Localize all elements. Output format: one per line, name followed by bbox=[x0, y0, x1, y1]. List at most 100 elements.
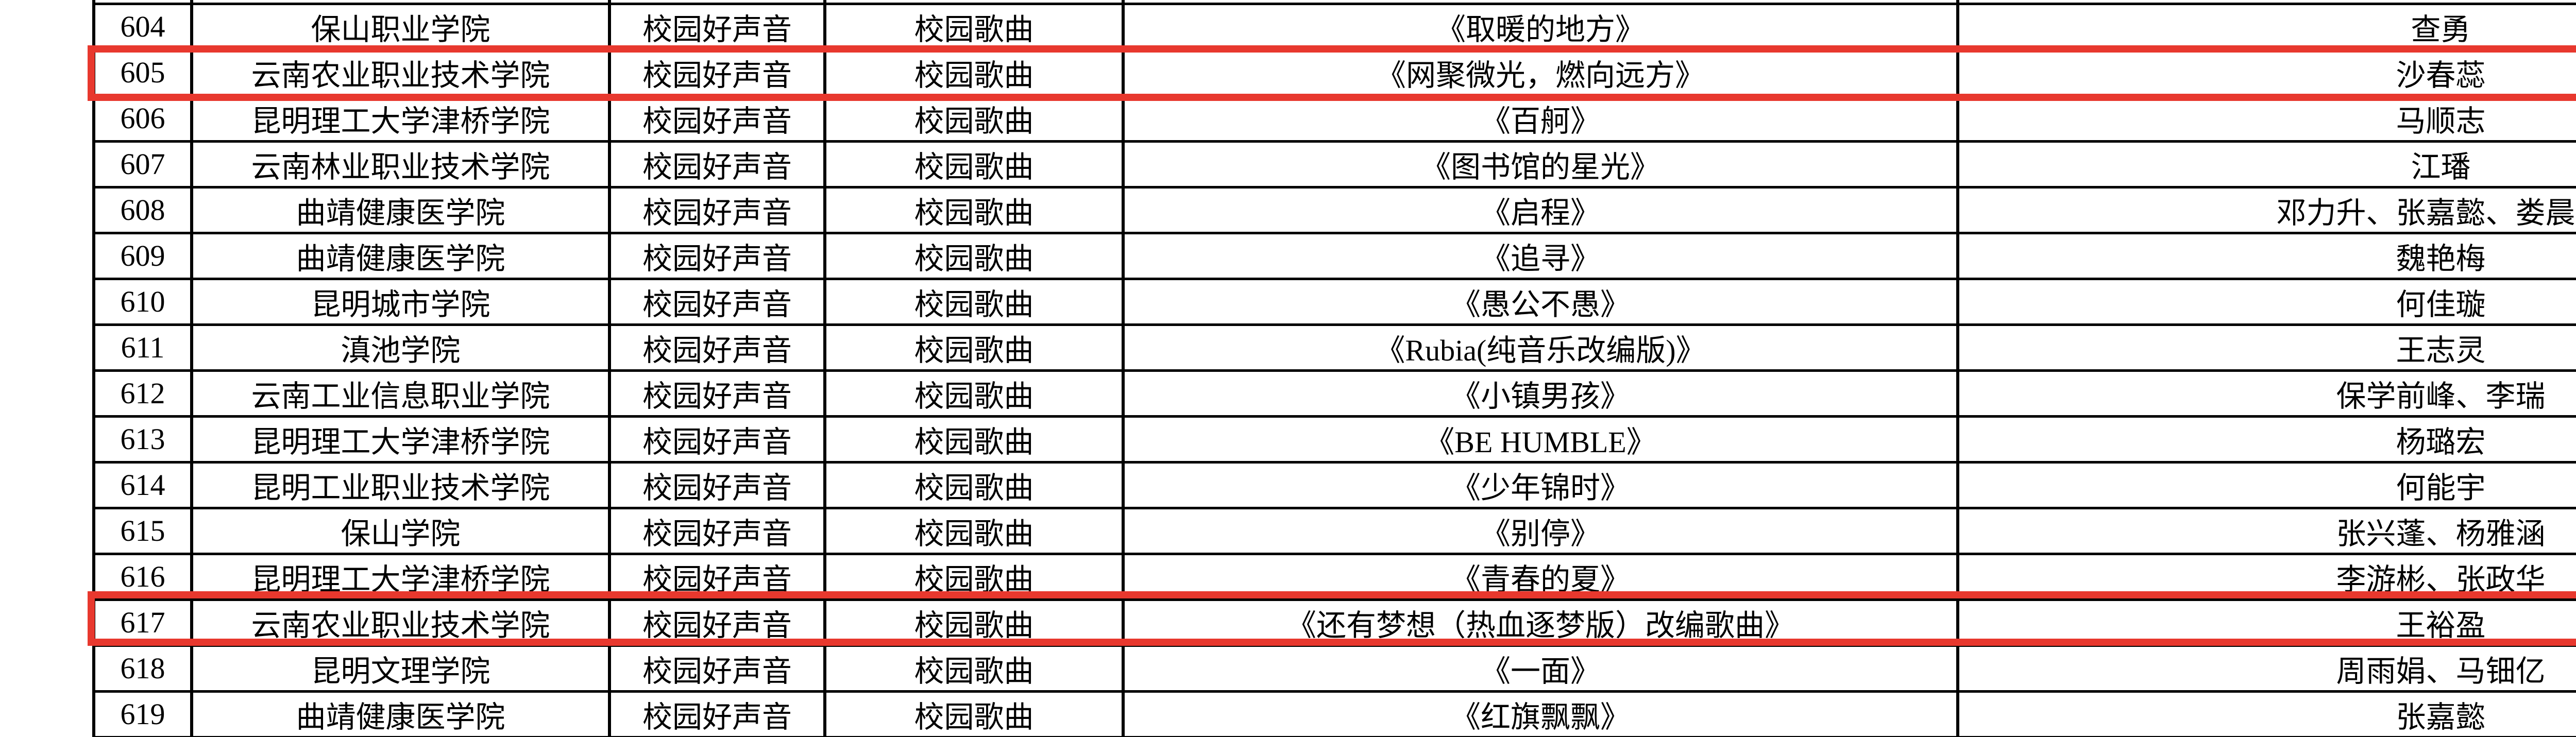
cell-no: 608 bbox=[95, 188, 193, 234]
cell-school: 曲靖健康医学院 bbox=[193, 692, 611, 737]
cell-category: 校园好声音 bbox=[611, 646, 826, 693]
cell-school: 保山职业学院 bbox=[193, 5, 611, 51]
cell-genre bbox=[826, 0, 1125, 5]
cell-category: 校园好声音 bbox=[611, 325, 826, 372]
cell-genre: 校园歌曲 bbox=[826, 509, 1125, 555]
cell-authors: 李游彬、张政华 bbox=[1959, 555, 2576, 601]
cell-category: 校园好声音 bbox=[611, 280, 826, 326]
cell-authors: 杨璐宏 bbox=[1959, 418, 2576, 464]
cell-genre: 校园歌曲 bbox=[826, 50, 1125, 97]
cell-category: 校园好声音 bbox=[611, 692, 826, 737]
cell-authors: 周雨娟、马钿亿 bbox=[1959, 647, 2576, 693]
cell-school: 曲靖健康医学院 bbox=[193, 234, 611, 280]
cell-title: 《百舸》 bbox=[1125, 96, 1959, 143]
cell-genre: 校园歌曲 bbox=[826, 234, 1125, 280]
cell-genre: 校园歌曲 bbox=[826, 601, 1125, 647]
cell-school: 云南农业职业技术学院 bbox=[193, 601, 611, 647]
cell-school: 昆明理工大学津桥学院 bbox=[193, 417, 611, 464]
cell-category: 校园好声音 bbox=[611, 371, 826, 418]
cell-no: 618 bbox=[95, 646, 193, 693]
cell-school: 云南工业信息职业学院 bbox=[193, 371, 611, 418]
cell-category: 校园好声音 bbox=[611, 5, 826, 51]
cell-title: 《取暖的地方》 bbox=[1125, 5, 1959, 51]
cell-no: 616 bbox=[95, 555, 193, 601]
cell-no bbox=[95, 0, 193, 5]
cell-no: 617 bbox=[95, 601, 193, 647]
cell-school: 保山学院 bbox=[193, 509, 611, 555]
cell-category: 校园好声音 bbox=[611, 96, 826, 143]
cell-genre: 校园歌曲 bbox=[826, 325, 1125, 372]
results-table-body: 604保山职业学院校园好声音校园歌曲《取暖的地方》查勇茶艳娟三等奖605云南农业… bbox=[95, 0, 2576, 737]
cell-genre: 校园歌曲 bbox=[826, 555, 1125, 601]
cell-title: 《还有梦想（热血逐梦版）改编歌曲》 bbox=[1125, 601, 1959, 647]
cell-no: 619 bbox=[95, 692, 193, 737]
cell-authors bbox=[1959, 0, 2576, 5]
cell-authors: 王裕盈 bbox=[1959, 601, 2576, 647]
cell-category: 校园好声音 bbox=[611, 234, 826, 280]
cell-genre: 校园歌曲 bbox=[826, 646, 1125, 693]
table-row: 617 云南农业职业技术学院 校园好声音 校园歌曲 《还有梦想（热血逐梦版）改编歌曲》王… bbox=[95, 601, 2576, 647]
cell-genre: 校园歌曲 bbox=[826, 188, 1125, 234]
cell-genre: 校园歌曲 bbox=[826, 463, 1125, 509]
cell-authors: 沙春蕊 bbox=[1959, 51, 2576, 97]
cell-category: 校园好声音 bbox=[611, 142, 826, 188]
cell-title: 《少年锦时》 bbox=[1125, 463, 1959, 509]
cell-authors: 何能宇 bbox=[1959, 464, 2576, 509]
cell-title: 《追寻》 bbox=[1125, 234, 1959, 280]
cell-authors: 张兴蓬、杨雅涵 bbox=[1959, 509, 2576, 555]
cell-category: 校园好声音 bbox=[611, 509, 826, 555]
cell-authors: 马顺志 bbox=[1959, 97, 2576, 143]
cell-no: 609 bbox=[95, 234, 193, 280]
cell-category: 校园好声音 bbox=[611, 601, 826, 647]
cell-no: 610 bbox=[95, 280, 193, 326]
cell-title: 《BE HUMBLE》 bbox=[1125, 417, 1959, 464]
cell-genre: 校园歌曲 bbox=[826, 96, 1125, 143]
cell-school: 昆明城市学院 bbox=[193, 280, 611, 326]
cell-no: 612 bbox=[95, 371, 193, 418]
cell-title: 《图书馆的星光》 bbox=[1125, 142, 1959, 188]
table-row: 605云南农业职业技术学院校园好声音校园歌曲《网聚微光，燃向远方》沙春蕊张新育三… bbox=[95, 50, 2576, 97]
cell-authors: 张嘉懿 bbox=[1959, 693, 2576, 737]
cell-school: 曲靖健康医学院 bbox=[193, 188, 611, 234]
cell-no: 614 bbox=[95, 463, 193, 509]
cell-no: 615 bbox=[95, 509, 193, 555]
cell-category: 校园好声音 bbox=[611, 50, 826, 97]
cell-category: 校园好声音 bbox=[611, 463, 826, 509]
cell-title: 《一面》 bbox=[1125, 646, 1959, 693]
cell-no: 606 bbox=[95, 96, 193, 143]
cell-school: 滇池学院 bbox=[193, 325, 611, 372]
cell-title: 《别停》 bbox=[1125, 509, 1959, 555]
cell-authors: 查勇 bbox=[1959, 5, 2576, 51]
cell-authors: 魏艳梅 bbox=[1959, 234, 2576, 280]
cell-authors: 王志灵 bbox=[1959, 326, 2576, 372]
cell-title: 《红旗飘飘》 bbox=[1125, 692, 1959, 737]
cell-title: 《青春的夏》 bbox=[1125, 555, 1959, 601]
cell-title: 《小镇男孩》 bbox=[1125, 371, 1959, 418]
cell-genre: 校园歌曲 bbox=[826, 142, 1125, 188]
cell-school: 云南林业职业技术学院 bbox=[193, 142, 611, 188]
cell-school bbox=[193, 0, 611, 5]
cell-genre: 校园歌曲 bbox=[826, 692, 1125, 737]
cell-authors: 保学前峰、李瑞 bbox=[1959, 372, 2576, 418]
cell-genre: 校园歌曲 bbox=[826, 5, 1125, 51]
table-row-top-sliver bbox=[95, 0, 2576, 5]
cell-no: 607 bbox=[95, 142, 193, 188]
cell-school: 昆明理工大学津桥学院 bbox=[193, 96, 611, 143]
cell-no: 605 bbox=[95, 50, 193, 97]
cell-genre: 校园歌曲 bbox=[826, 417, 1125, 464]
cell-category: 校园好声音 bbox=[611, 417, 826, 464]
cell-authors: 邓力升、张嘉懿、娄晨宇 bbox=[1959, 188, 2576, 234]
award-results-table: 604保山职业学院校园好声音校园歌曲《取暖的地方》查勇茶艳娟三等奖605云南农业… bbox=[92, 0, 2576, 737]
cell-no: 613 bbox=[95, 417, 193, 464]
